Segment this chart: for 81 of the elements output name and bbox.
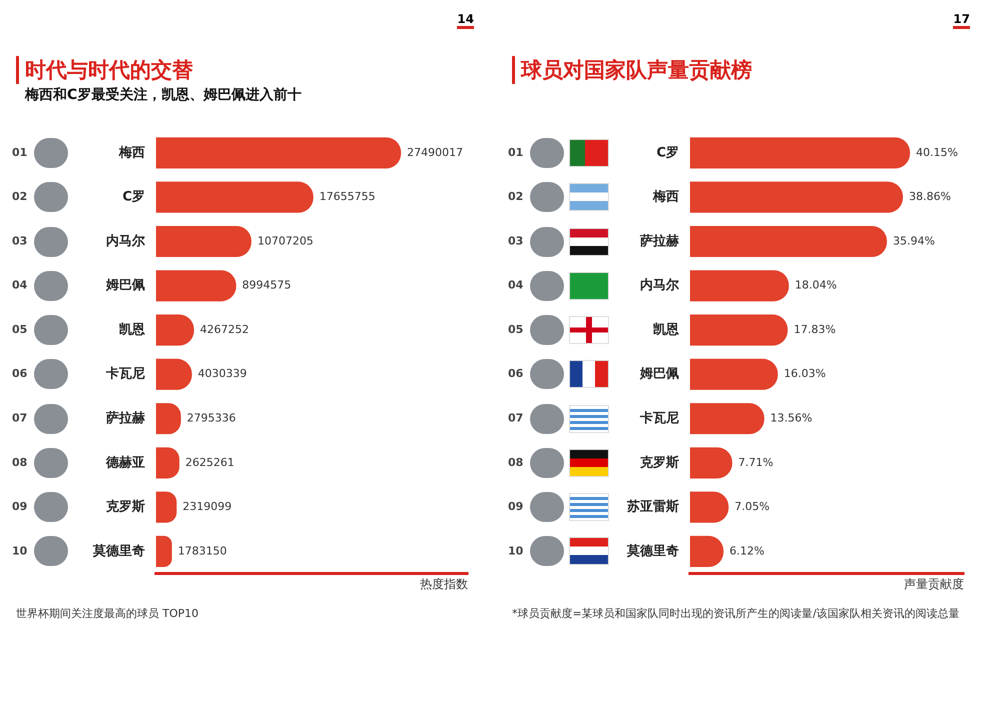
data-label: 8994575 [242, 278, 292, 292]
bar [156, 270, 236, 302]
data-label: 2625261 [185, 456, 234, 469]
y-tick-label: 梅西 [118, 145, 145, 160]
chart-title: 时代与时代的交替 [16, 56, 488, 84]
y-tick-label: 卡瓦尼 [105, 366, 145, 382]
bar [156, 536, 172, 568]
bar [690, 137, 910, 168]
data-label: 10707205 [257, 234, 314, 248]
bar [690, 182, 903, 213]
data-label: 40.15% [916, 146, 958, 159]
text: 07 [12, 411, 28, 424]
bar [690, 403, 764, 434]
text: 14 [457, 12, 474, 29]
data-label: 13.56% [770, 411, 812, 424]
text: 09 [12, 500, 28, 514]
data-label: 7.05% [734, 500, 770, 514]
text: 10 [508, 544, 524, 558]
bar [690, 314, 788, 346]
bar [156, 182, 314, 213]
y-tick-label: 凯恩 [653, 322, 680, 338]
text: 09 [508, 500, 524, 514]
y-tick-label: 凯恩 [119, 322, 146, 338]
text: 06 [12, 367, 28, 380]
y-tick-label: 姆巴佩 [105, 278, 145, 294]
text: 02 [508, 190, 524, 204]
data-label: 4030339 [198, 367, 247, 380]
data-label: 2795336 [186, 411, 236, 424]
text: 03 [12, 234, 28, 248]
data-label: 35.94% [892, 234, 935, 248]
text: 世界杯期间关注度最高的球员 TOP10 [16, 606, 200, 621]
bar [156, 137, 402, 168]
data-label: 1783150 [178, 544, 227, 558]
chart-subtitle: 梅西和C罗最受关注，凯恩、姆巴佩进入前十 [25, 86, 302, 105]
y-tick-label: C罗 [122, 190, 145, 205]
y-tick-label: 萨拉赫 [639, 232, 679, 249]
text: 05 [12, 322, 28, 336]
text: 08 [12, 456, 28, 469]
x-axis-title: 热度指数 [420, 576, 468, 591]
text: 01 [508, 146, 524, 159]
y-tick-label: 内马尔 [106, 234, 146, 249]
bar [690, 226, 887, 258]
y-tick-label: 莫德里奇 [92, 542, 145, 559]
text: 08 [508, 456, 524, 469]
bar [690, 270, 789, 302]
data-label: 17655755 [319, 190, 376, 204]
y-tick-label: 克罗斯 [639, 455, 679, 470]
chart-title: 球员对国家队声量贡献榜 [512, 56, 984, 84]
y-tick-label: 苏亚雷斯 [626, 500, 679, 515]
x-axis-title: 声量贡献度 [904, 576, 964, 591]
text: 17 [953, 12, 970, 29]
y-tick-label: 姆巴佩 [639, 366, 679, 382]
data-label: 7.71% [738, 456, 774, 469]
text: 03 [508, 234, 524, 248]
y-tick-label: 萨拉赫 [105, 410, 145, 426]
text: 04 [12, 278, 28, 292]
text: 10 [12, 544, 28, 558]
text: *球员贡献度=某球员和国家队同时出现的资讯所产生的阅读量/该国家队相关资讯的阅读总量 [512, 606, 960, 621]
data-label: 18.04% [794, 278, 837, 292]
data-label: 38.86% [908, 190, 951, 204]
y-tick-label: 梅西 [652, 190, 679, 205]
data-label: 2319099 [182, 500, 232, 514]
text: 02 [12, 190, 28, 204]
data-label: 16.03% [784, 367, 826, 380]
y-tick-label: 克罗斯 [105, 500, 145, 515]
y-tick-label: 卡瓦尼 [639, 410, 679, 426]
data-label: 6.12% [730, 544, 764, 558]
y-tick-label: 内马尔 [640, 278, 680, 294]
text: 01 [12, 146, 28, 159]
text: 07 [508, 411, 524, 424]
y-tick-label: 莫德里奇 [626, 542, 679, 559]
bar [156, 226, 252, 258]
bar [690, 358, 778, 390]
text: 05 [508, 322, 524, 336]
y-tick-label: 德赫亚 [105, 455, 145, 470]
data-label: 27490017 [407, 146, 464, 159]
y-tick-label: C罗 [656, 145, 679, 160]
data-label: 4267252 [200, 322, 250, 336]
text: 04 [508, 278, 524, 292]
data-label: 17.83% [794, 322, 836, 336]
text: 06 [508, 367, 524, 380]
